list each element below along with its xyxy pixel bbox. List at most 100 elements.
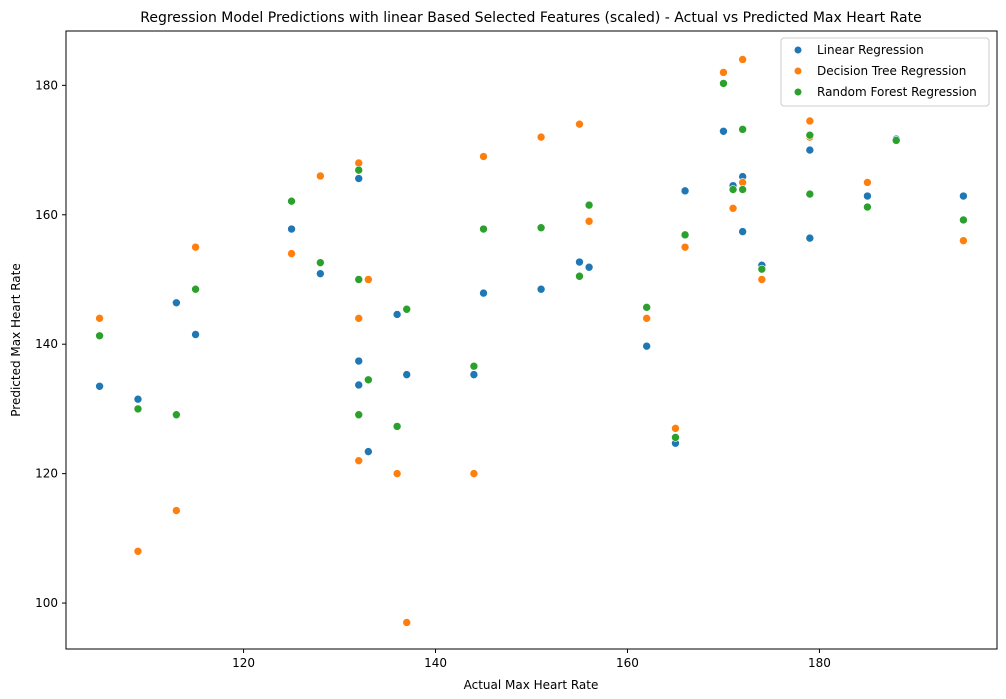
data-point	[133, 394, 143, 404]
data-point	[354, 174, 364, 183]
data-point	[354, 314, 364, 323]
data-point	[680, 242, 690, 252]
data-point	[575, 257, 584, 267]
data-point	[738, 227, 747, 236]
x-axis-label: Actual Max Heart Rate	[464, 678, 599, 692]
y-axis: 100 120 140 160 180	[35, 78, 66, 610]
data-point	[479, 152, 488, 161]
data-point	[469, 361, 479, 371]
data-point	[719, 68, 728, 77]
legend-box	[780, 37, 990, 107]
data-point	[402, 618, 412, 627]
data-point	[805, 189, 815, 199]
data-point	[191, 330, 200, 339]
data-point	[133, 546, 143, 556]
data-point	[671, 433, 680, 442]
data-point	[728, 185, 738, 194]
data-point	[354, 410, 364, 420]
data-point	[959, 191, 968, 201]
data-point	[172, 506, 181, 515]
x-tick-label: 180	[808, 656, 831, 670]
data-point	[354, 275, 364, 284]
data-point	[738, 178, 747, 187]
data-point	[536, 132, 546, 142]
data-point	[642, 314, 651, 323]
data-point	[805, 130, 815, 140]
data-point	[642, 341, 651, 351]
data-point	[479, 224, 488, 234]
data-point	[584, 216, 594, 226]
y-tick-label: 120	[35, 467, 58, 481]
data-point	[287, 196, 296, 206]
x-tick-label: 120	[232, 656, 255, 670]
data-point	[719, 79, 728, 88]
data-point	[364, 447, 373, 456]
legend-marker	[793, 66, 803, 76]
data-point	[287, 224, 296, 234]
data-point	[805, 233, 815, 243]
data-point	[891, 136, 901, 145]
data-point	[354, 356, 364, 366]
data-point	[191, 284, 200, 294]
data-point	[728, 204, 738, 213]
data-point	[536, 284, 546, 294]
data-point	[364, 375, 373, 385]
plot-frame	[65, 30, 998, 650]
y-axis-label: Predicted Max Heart Rate	[9, 263, 23, 417]
series-1	[95, 55, 968, 627]
data-point	[536, 223, 546, 233]
data-point	[757, 275, 767, 284]
data-point	[392, 469, 402, 478]
data-point	[95, 381, 104, 391]
data-point	[191, 242, 200, 252]
data-point	[402, 370, 412, 379]
data-point	[95, 331, 104, 341]
data-point	[316, 269, 325, 278]
y-tick-label: 100	[35, 596, 58, 610]
data-point	[354, 165, 364, 175]
y-tick-label: 140	[35, 337, 58, 351]
plot-area	[65, 30, 998, 650]
data-point	[719, 127, 728, 136]
data-point	[863, 202, 872, 212]
data-point	[738, 55, 747, 64]
data-point	[671, 424, 680, 433]
data-point	[364, 275, 373, 284]
data-point	[469, 469, 479, 478]
data-point	[584, 262, 594, 272]
data-point	[584, 200, 594, 210]
data-point	[469, 370, 479, 379]
data-point	[642, 303, 651, 312]
data-point	[392, 422, 402, 431]
data-point	[316, 258, 325, 267]
plot-background	[66, 31, 997, 649]
data-point	[680, 186, 690, 196]
data-point	[133, 404, 143, 414]
x-axis: 120 140 160 180	[232, 649, 831, 670]
data-point	[172, 298, 181, 308]
data-point	[805, 116, 815, 126]
data-point	[354, 456, 364, 465]
data-point	[575, 119, 584, 129]
x-tick-label: 160	[616, 656, 639, 670]
data-point	[172, 410, 181, 420]
data-point	[95, 314, 104, 323]
data-point	[479, 288, 488, 298]
legend-marker	[793, 87, 803, 97]
data-point	[805, 145, 815, 155]
data-point	[738, 185, 747, 194]
x-tick-label: 140	[424, 656, 447, 670]
data-point	[757, 264, 767, 274]
y-tick-label: 160	[35, 208, 58, 222]
legend-marker	[793, 45, 803, 55]
data-point	[287, 249, 296, 258]
chart-title: Regression Model Predictions with linear…	[140, 10, 921, 26]
data-point	[354, 158, 364, 168]
y-tick-label: 180	[35, 78, 58, 92]
data-point	[354, 380, 364, 390]
series-2	[95, 79, 968, 442]
data-point	[392, 310, 402, 319]
data-point	[680, 230, 690, 240]
data-point	[863, 178, 872, 187]
